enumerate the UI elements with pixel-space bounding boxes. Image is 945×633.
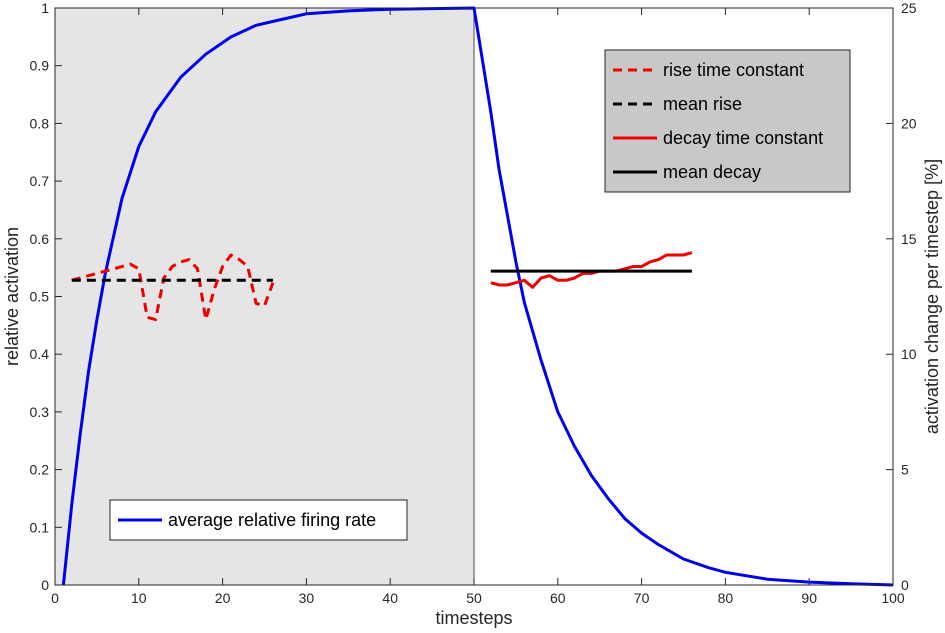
- series-line-average-relative-firing-rate: [61, 6, 894, 587]
- y-right-tick-label: 20: [901, 115, 917, 131]
- legend-label: mean rise: [663, 94, 742, 114]
- x-axis-label: timesteps: [435, 608, 512, 628]
- series-layer: [61, 6, 894, 587]
- legend-label: mean decay: [663, 162, 761, 182]
- y-left-tick-label: 0.5: [30, 289, 50, 305]
- y-right-tick-label: 25: [901, 0, 917, 16]
- legends: rise time constant mean rise decay time co…: [109, 49, 851, 541]
- y-left-tick-label: 0.4: [30, 346, 50, 362]
- shaded-region: [55, 8, 474, 585]
- x-tick-label: 40: [382, 590, 398, 606]
- y-right-tick-label: 5: [901, 462, 909, 478]
- y-left-tick-label: 0.9: [30, 58, 50, 74]
- y-left-axis-label: relative activation: [2, 227, 22, 366]
- x-tick-label: 50: [466, 590, 482, 606]
- y-left-tick-label: 0.8: [30, 115, 50, 131]
- plot-background: [55, 8, 475, 585]
- y-left-tick-label: 0.7: [30, 173, 50, 189]
- y-right-tick-label: 10: [901, 346, 917, 362]
- x-tick-label: 60: [550, 590, 566, 606]
- x-tick-label: 90: [801, 590, 817, 606]
- y-right-axis-label: activation change per timestep [%]: [922, 159, 942, 434]
- series-line-decay-time-constant: [490, 251, 693, 289]
- y-left-tick-label: 0.6: [30, 231, 50, 247]
- y-left-tick-label: 0.1: [30, 519, 50, 535]
- y-left-tick-label: 0: [41, 577, 49, 593]
- x-tick-label: 80: [718, 590, 734, 606]
- x-tick-label: 100: [881, 590, 905, 606]
- x-tick-label: 30: [299, 590, 315, 606]
- legend-label: average relative firing rate: [168, 510, 376, 530]
- legend-box: [604, 49, 851, 193]
- y-left-tick-label: 0.3: [30, 404, 50, 420]
- y-right-tick-label: 0: [901, 577, 909, 593]
- x-tick-label: 20: [215, 590, 231, 606]
- x-tick-label: 70: [634, 590, 650, 606]
- legend-label: decay time constant: [663, 128, 823, 148]
- y-left-tick-label: 0.2: [30, 462, 50, 478]
- y-right-tick-label: 15: [901, 231, 917, 247]
- x-tick-label: 10: [131, 590, 147, 606]
- plot-frame: [54, 7, 894, 586]
- x-tick-label: 0: [51, 590, 59, 606]
- legend-bottom-left: average relative firing rate: [109, 499, 408, 541]
- legend-label: rise time constant: [663, 60, 804, 80]
- y-left-tick-label: 1: [41, 0, 49, 16]
- axes-frame: [54, 7, 894, 586]
- series-line-rise-time-constant: [71, 253, 275, 322]
- legend-top-right: rise time constant mean rise decay time co…: [604, 49, 851, 193]
